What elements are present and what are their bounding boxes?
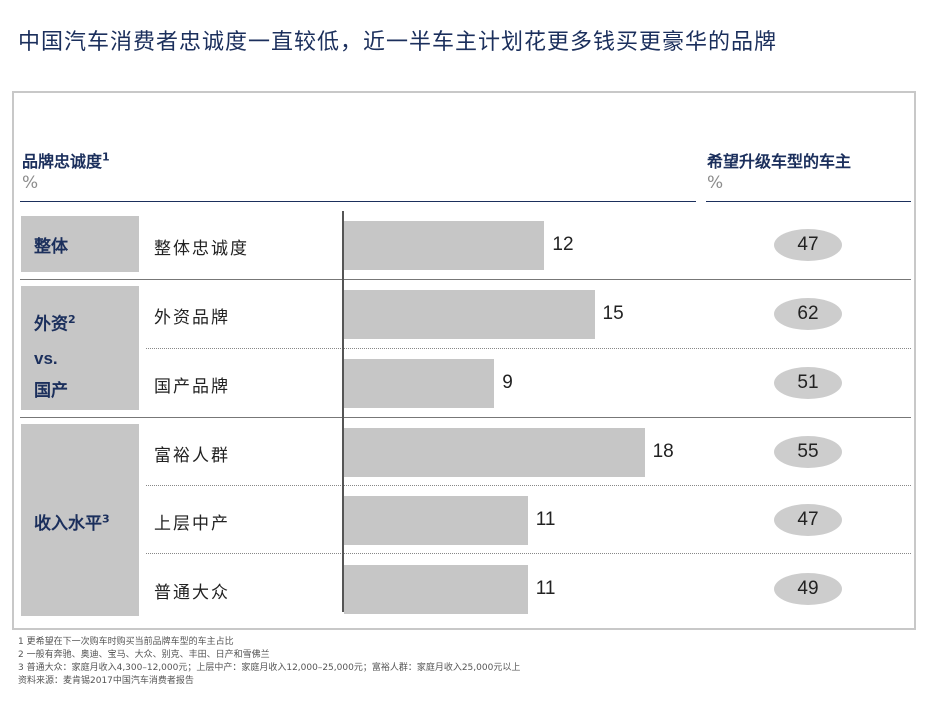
loyalty-bar (344, 289, 595, 339)
group-foreign-label: 外资2 (34, 303, 139, 342)
loyalty-value-label: 18 (652, 441, 674, 462)
row-label-affluent: 富裕人群 (154, 446, 230, 466)
group-domestic-label: 国产 (34, 380, 68, 401)
left-header-label: 品牌忠诚度 (22, 152, 103, 171)
upgrade-value-pill: 55 (774, 436, 842, 468)
group-foreign-vs-domestic: 外资2 vs. 国产 (21, 286, 139, 410)
group-overall-label: 整体 (34, 237, 68, 257)
row-label-overall: 整体忠诚度 (154, 239, 249, 259)
loyalty-value-label: 9 (502, 372, 513, 393)
group-separator (20, 417, 911, 418)
loyalty-value-label: 11 (535, 578, 556, 599)
loyalty-bar (344, 427, 645, 477)
footnotes: 1 更希望在下一次购车时购买当前品牌车型的车主占比 2 一般有奔驰、奥迪、宝马、… (18, 636, 520, 688)
group-vs-label: vs. (34, 348, 58, 368)
source-note: 资料来源：麦肯锡2017中国汽车消费者报告 (18, 676, 194, 686)
group-income-level: 收入水平3 (21, 424, 139, 616)
loyalty-value-label: 11 (535, 509, 556, 530)
loyalty-bar (344, 358, 495, 408)
group-separator (20, 279, 911, 280)
loyalty-value-label: 12 (552, 234, 574, 255)
loyalty-bar (344, 564, 528, 614)
footnote-3: 3 普通大众：家庭月收入4,300–12,000元；上层中产：家庭月收入12,0… (18, 663, 521, 673)
upgrade-value-pill: 49 (774, 573, 842, 605)
loyalty-value-label: 15 (602, 303, 624, 324)
left-header-rule (20, 201, 696, 202)
row-separator (146, 485, 911, 486)
row-label-domestic: 国产品牌 (154, 377, 230, 397)
right-header-unit: % (707, 173, 724, 193)
bar-axis (342, 211, 344, 612)
upgrade-value-pill: 51 (774, 367, 842, 399)
page-title: 中国汽车消费者忠诚度一直较低，近一半车主计划花更多钱买更豪华的品牌 (18, 30, 778, 55)
loyalty-bar (344, 220, 545, 270)
upgrade-value-pill: 47 (774, 504, 842, 536)
group-foreign-text: 外资 (34, 314, 68, 335)
chart-frame (12, 91, 916, 630)
row-separator (146, 348, 911, 349)
upgrade-value-pill: 62 (774, 298, 842, 330)
footnote-1: 1 更希望在下一次购车时购买当前品牌车型的车主占比 (18, 637, 234, 647)
loyalty-bar (344, 495, 528, 545)
left-header-footnote: 1 (102, 150, 110, 164)
group-overall: 整体 (21, 216, 139, 272)
upgrade-value-pill: 47 (774, 229, 842, 261)
right-header: 希望升级车型的车主 (707, 148, 851, 172)
row-separator (146, 553, 911, 554)
footnote-2: 2 一般有奔驰、奥迪、宝马、大众、别克、丰田、日产和雪佛兰 (18, 650, 270, 660)
left-header: 品牌忠诚度1 (22, 148, 110, 172)
right-header-label: 希望升级车型的车主 (707, 152, 852, 171)
group-foreign-footnote: 2 (68, 313, 76, 326)
group-income-label: 收入水平 (34, 514, 102, 534)
group-income-footnote: 3 (102, 512, 110, 526)
row-label-foreign: 外资品牌 (154, 308, 230, 328)
row-label-mass: 普通大众 (154, 583, 230, 603)
right-header-rule (706, 201, 911, 202)
row-label-upper-middle: 上层中产 (154, 514, 230, 534)
left-header-unit: % (22, 173, 39, 193)
